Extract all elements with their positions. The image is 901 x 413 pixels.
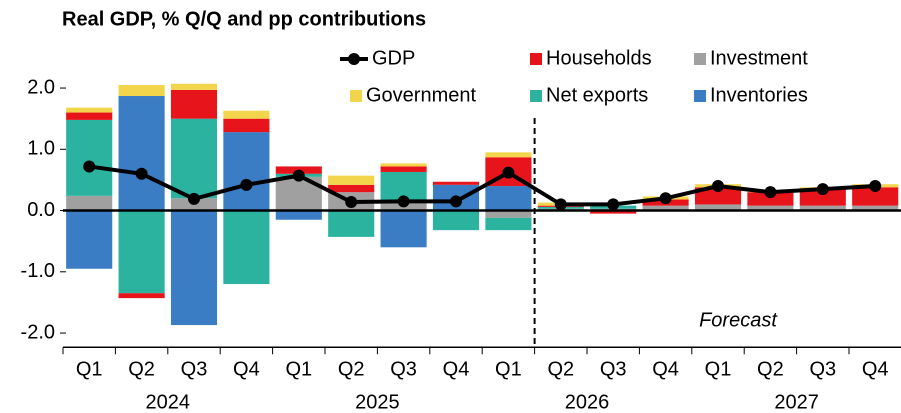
y-tick-label: -1.0 (21, 260, 55, 282)
bar-segment (590, 210, 637, 214)
gdp-marker (345, 195, 358, 208)
chart-title: Real GDP, % Q/Q and pp contributions (62, 8, 426, 30)
bar-segment (485, 210, 532, 218)
gdp-marker (188, 192, 200, 205)
bar-segment (118, 84, 165, 97)
x-group-label: 2027 (774, 391, 819, 413)
bar-segment (852, 205, 899, 211)
gdp-marker (135, 167, 148, 180)
x-group-label: 2026 (565, 391, 610, 413)
x-tick-label: Q3 (600, 358, 627, 380)
bar-segment (799, 189, 846, 206)
y-tick-label: 0.0 (27, 199, 55, 221)
bar-segment (223, 210, 270, 285)
legend-label: Government (366, 84, 476, 106)
legend-label: Net exports (546, 84, 648, 106)
x-tick-label: Q1 (495, 358, 522, 380)
x-tick-label: Q3 (809, 358, 836, 380)
x-tick-label: Q4 (233, 358, 260, 380)
x-group-label: 2025 (355, 391, 400, 413)
gdp-marker (502, 166, 515, 179)
bar-segment (328, 210, 375, 237)
bar-segment (432, 181, 480, 185)
x-tick-label: Q1 (705, 358, 732, 380)
bar-segment (432, 210, 480, 231)
bar-segment (66, 119, 113, 196)
x-tick-label: Q3 (181, 358, 208, 380)
legend-swatch (530, 90, 542, 102)
y-tick-label: -2.0 (21, 321, 55, 343)
x-tick-label: Q4 (652, 358, 679, 380)
legend-label: Inventories (710, 84, 808, 106)
x-tick-label: Q2 (128, 358, 155, 380)
legend-swatch (530, 53, 542, 65)
gdp-marker (292, 169, 305, 182)
gdp-marker (816, 183, 829, 196)
legend-label: Households (546, 47, 652, 69)
gdp-marker (712, 180, 724, 193)
x-tick-label: Q3 (390, 358, 417, 380)
bar-segment (799, 205, 846, 211)
x-group-label: 2024 (146, 391, 191, 413)
x-tick-label: Q2 (547, 358, 574, 380)
annotation: Forecast (699, 309, 778, 331)
gdp-marker (554, 198, 567, 211)
x-tick-label: Q4 (443, 358, 470, 380)
bar-segment (223, 110, 270, 119)
bar-segment (485, 152, 532, 158)
bar-segment (170, 89, 218, 119)
y-tick-label: 1.0 (27, 138, 55, 160)
bar-segment (380, 163, 427, 167)
x-tick-label: Q2 (757, 358, 784, 380)
bar-segment (380, 210, 427, 248)
bar-segment (118, 210, 165, 294)
bar-segment (380, 166, 427, 172)
legend-marker (348, 53, 360, 65)
bar-segment (328, 184, 375, 193)
bar-segment (223, 118, 270, 133)
bar-segment (118, 96, 165, 211)
bar-segment (275, 210, 322, 220)
bar-segment (852, 187, 899, 206)
legend-label: Investment (710, 47, 808, 69)
bar-segment (170, 118, 218, 199)
gdp-marker (83, 160, 96, 173)
legend-label: GDP (372, 47, 415, 69)
gdp-marker (869, 180, 882, 193)
y-tick-label: 2.0 (27, 76, 55, 98)
bar-segment (66, 210, 113, 269)
x-tick-label: Q1 (285, 358, 312, 380)
bar-segment (694, 187, 742, 205)
legend-swatch (694, 53, 706, 65)
bar-segment (223, 132, 270, 211)
bar-segment (485, 217, 532, 231)
legend-swatch (350, 90, 362, 102)
legend-swatch (694, 90, 706, 102)
bar-segment (328, 175, 375, 185)
bar-segment (66, 195, 113, 211)
gdp-marker (450, 195, 462, 208)
bar-segment (170, 210, 218, 326)
bar-segment (118, 293, 165, 299)
bar-segment (747, 192, 794, 206)
gdp-line (88, 164, 876, 207)
bar-segment (642, 205, 689, 211)
gdp-marker (240, 178, 253, 191)
bar-segment (747, 205, 794, 211)
gdp-marker (607, 198, 620, 211)
bar-segment (485, 186, 532, 211)
gdp-marker (764, 186, 777, 199)
bar-segment (170, 83, 218, 90)
gdp-marker (397, 195, 410, 208)
bar-segment (66, 107, 113, 113)
bar-segment (66, 112, 113, 120)
x-tick-label: Q2 (338, 358, 365, 380)
bar-segment (694, 204, 742, 211)
x-tick-label: Q1 (76, 358, 103, 380)
x-tick-label: Q4 (862, 358, 889, 380)
gdp-marker (659, 192, 672, 205)
